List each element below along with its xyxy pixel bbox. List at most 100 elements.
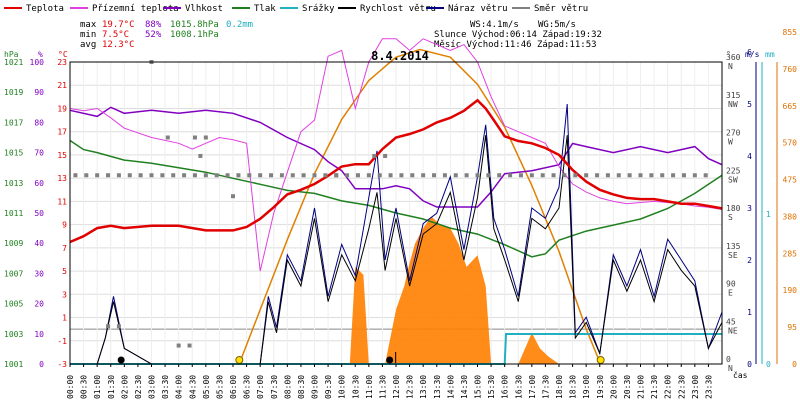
stat-19-7-c-0: 19.7°C — [102, 20, 135, 30]
series-prizemni-teplota — [69, 38, 723, 272]
x-tick-label: 04:00 — [175, 375, 184, 399]
tick-temp: 5 — [62, 267, 67, 276]
x-tick-label: 18:30 — [569, 375, 578, 399]
x-tick-label: 12:00 — [392, 375, 401, 399]
wind-direction-point — [497, 173, 502, 178]
x-tick-label: 15:30 — [487, 375, 496, 399]
tick-pct: 30 — [34, 269, 44, 278]
x-tick-label: 14:30 — [460, 375, 469, 399]
tick-temp: 7 — [62, 244, 67, 253]
tick-mm: 1 — [766, 210, 771, 219]
wind-direction-point — [165, 135, 170, 140]
x-tick-label: 01:00 — [93, 375, 102, 399]
x-tick-label: 10:00 — [338, 375, 347, 399]
wind-direction-point — [73, 173, 78, 178]
tick-pct: 20 — [34, 300, 44, 309]
wind-direction-point — [388, 173, 393, 178]
wind-direction-point — [508, 173, 513, 178]
x-tick-label: 15:00 — [474, 375, 483, 399]
x-axis-label: čas — [733, 370, 748, 380]
wind-direction-point — [138, 173, 143, 178]
wind-direction-point — [192, 135, 197, 140]
tick-ms: 3 — [747, 204, 752, 213]
x-tick-label: 08:00 — [283, 375, 292, 399]
axis-unit-ms: m/s — [745, 50, 760, 59]
x-tick-label: 09:30 — [324, 375, 333, 399]
wind-direction-point — [160, 173, 165, 178]
wind-direction-point — [127, 173, 132, 178]
legend-label-vlhkost: Vlhkost — [185, 4, 223, 14]
x-tick-label: 20:30 — [623, 375, 632, 399]
tick-ms: 5 — [747, 100, 752, 109]
tick-wm2: 760 — [783, 65, 798, 74]
legend-label-smer-vetru: Směr větru — [534, 4, 588, 14]
wind-direction-point — [203, 173, 208, 178]
axes: hPa% °C1001100310051007100910111013101510… — [4, 28, 797, 399]
tick-dir: 360 — [726, 53, 741, 62]
wind-direction-point — [198, 153, 203, 158]
x-tick-label: 06:30 — [243, 375, 252, 399]
stats-block: max 19.7°C 88% 1015.8hPa 0.2mm min 7.5°C 52% 100… — [80, 20, 602, 50]
legend-label-prizemni-teplota: Přízemní teplota — [92, 4, 179, 14]
stat-max-0: max — [80, 20, 97, 30]
tick-wm2: 855 — [783, 28, 798, 37]
legend: Teplota Přízemní teplota Vlhkost Tlak Srážky… — [4, 4, 588, 14]
tick-ms: 6 — [747, 48, 752, 57]
series-sluneční-zareni-area — [70, 216, 722, 364]
wind-direction-point — [345, 173, 350, 178]
tick-temp: 1 — [62, 314, 67, 323]
tick-pct: 50 — [34, 209, 44, 218]
tick-dir: 45 — [726, 317, 736, 326]
tick-pct: 100 — [30, 58, 45, 67]
stat-min-1: min — [80, 30, 96, 40]
wind-direction-point — [421, 173, 426, 178]
wind-direction-point — [203, 135, 208, 140]
legend-label-naraz-vetru: Náraz větru — [448, 4, 508, 14]
tick-dir-label: N — [728, 62, 733, 71]
legend-label-teplota: Teplota — [26, 4, 64, 14]
stat-0-2mm-0: 0.2mm — [226, 20, 253, 30]
wind-direction-point — [660, 173, 665, 178]
tick-temp: 13 — [57, 174, 67, 183]
stat-1015-8hpa-0: 1015.8hPa — [170, 20, 219, 30]
x-tick-label: 03:00 — [148, 375, 157, 399]
stat-7-5-c-1: 7.5°C — [102, 30, 129, 40]
tick-pct: 10 — [34, 330, 44, 339]
tick-ms: 4 — [747, 152, 752, 161]
tick-temp: 17 — [57, 128, 67, 137]
tick-temp: 11 — [57, 197, 67, 206]
tick-ms: 1 — [747, 308, 752, 317]
tick-ms: 0 — [747, 360, 752, 369]
wind-direction-point — [372, 153, 377, 158]
wind-direction-point — [432, 173, 437, 178]
wind-direction-point — [247, 173, 252, 178]
tick-dir: 225 — [726, 166, 741, 175]
tick-hpa: 1009 — [4, 239, 23, 248]
tick-wm2: 570 — [783, 139, 798, 148]
tick-hpa: 1017 — [4, 118, 23, 127]
tick-dir-label: NW — [728, 100, 738, 109]
x-tick-label: 19:30 — [596, 375, 605, 399]
stat-wind-speed: WS:4.1m/s — [470, 20, 519, 30]
tick-wm2: 190 — [783, 286, 798, 295]
tick-pct: 0 — [39, 360, 44, 369]
tick-dir-label: SW — [728, 175, 738, 184]
wind-direction-point — [258, 173, 263, 178]
wind-direction-point — [279, 173, 284, 178]
wind-direction-point — [106, 173, 111, 178]
tick-temp: 23 — [57, 58, 67, 67]
tick-temp: 9 — [62, 221, 67, 230]
tick-wm2: 475 — [783, 176, 798, 185]
tick-dir: 90 — [726, 280, 736, 289]
tick-dir: 270 — [726, 129, 741, 138]
tick-ms: 2 — [747, 256, 752, 265]
x-tick-label: 22:00 — [664, 375, 673, 399]
tick-dir: 315 — [726, 91, 741, 100]
wind-direction-point — [595, 173, 600, 178]
wind-direction-point — [182, 173, 187, 178]
axis-unit-degc: °C — [58, 50, 68, 59]
tick-temp: 15 — [57, 151, 67, 160]
wind-direction-point — [149, 173, 154, 178]
tick-temp: 21 — [57, 81, 67, 90]
